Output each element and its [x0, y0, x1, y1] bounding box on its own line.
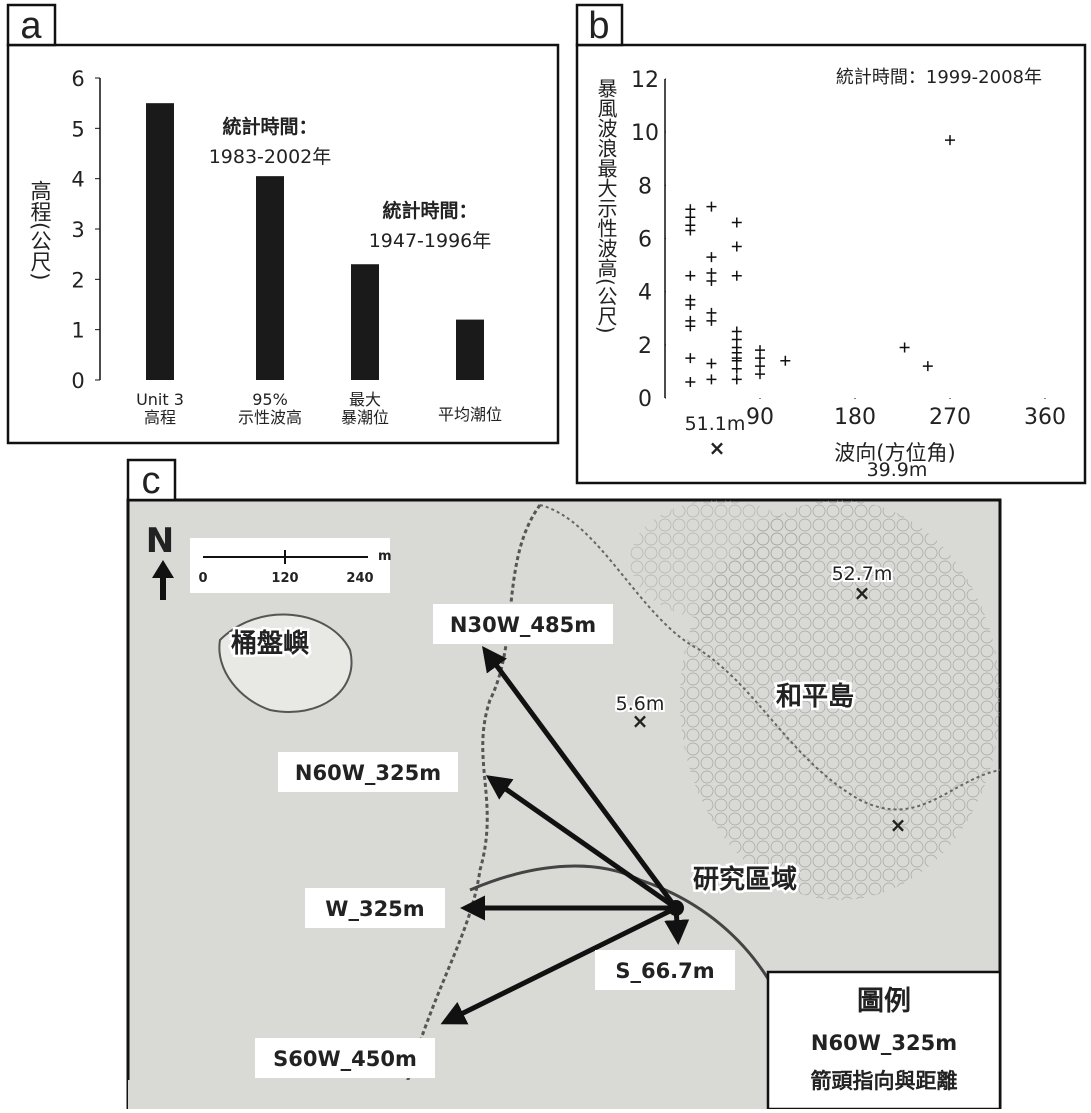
y-tick-label: 0: [71, 369, 84, 393]
y-tick-label: 1: [71, 319, 84, 343]
island-label: 桶盤嶼: [231, 628, 309, 659]
y-tick-label: 12: [631, 68, 659, 93]
y-tick-label: 2: [71, 268, 84, 292]
point: [732, 241, 742, 251]
figure: a 高程(公尺) b 暴風波浪最大示性波高(公尺) 統計時間：1999-2008…: [0, 0, 1091, 1109]
x-mark: ×: [709, 436, 726, 460]
scale-label: 120: [271, 571, 298, 586]
y-tick-label: 5: [71, 117, 84, 141]
point: [732, 271, 742, 281]
elevation: 39.9m: [867, 459, 928, 481]
legend-text: 箭頭指向與距離: [811, 1069, 958, 1093]
legend-title: 圖例: [857, 986, 911, 1017]
arrow-label: N60W_325m: [295, 761, 441, 785]
x-tick-label: 95%: [252, 390, 288, 409]
annotation: 統計時間：: [222, 115, 317, 138]
point: [706, 252, 716, 262]
annotation: 統計時間：: [382, 199, 477, 222]
x-tick-label: 暴潮位: [341, 408, 389, 427]
y-tick-label: 4: [638, 281, 652, 306]
x-tick-label: 高程: [144, 408, 176, 427]
annotation: 1983-2002年: [209, 146, 332, 168]
point: [685, 271, 695, 281]
bar: [256, 176, 284, 380]
site-label: 研究區域: [693, 864, 797, 895]
x-tick-label: Unit 3: [136, 390, 184, 409]
point: [780, 356, 790, 366]
elevation: 51.1m: [685, 413, 746, 435]
y-axis-label: 高程(公尺): [28, 180, 52, 280]
point: [732, 364, 742, 374]
y-tick-label: 4: [71, 168, 84, 192]
island-label: 和平島: [776, 682, 854, 712]
y-tick-label: 3: [71, 218, 84, 242]
point: [685, 353, 695, 363]
bar: [456, 320, 484, 380]
x-tick-label: 180: [834, 405, 876, 430]
chart-title: 統計時間：1999-2008年: [836, 67, 1042, 88]
scale-label: 0: [198, 571, 207, 586]
point: [706, 202, 716, 212]
x-tick-label: 360: [1024, 405, 1066, 430]
annotation: 1947-1996年: [369, 230, 492, 252]
x-tick-label: 示性波高: [238, 408, 302, 427]
y-tick-label: 0: [638, 387, 652, 412]
x-mark: ×: [854, 581, 871, 605]
y-tick-label: 10: [631, 121, 659, 146]
panel-label: a: [20, 5, 42, 47]
arrow-label: S60W_450m: [273, 1047, 417, 1071]
arrow-label: S_66.7m: [615, 959, 714, 983]
arrow-label: W_325m: [325, 897, 424, 921]
x-mark: ×: [890, 813, 907, 837]
x-tick-label: 最大: [349, 390, 381, 409]
north-label: N: [146, 521, 174, 561]
y-tick-label: 6: [638, 228, 652, 253]
point: [923, 361, 933, 371]
y-axis-label: 暴風波浪最大示性波高(公尺): [594, 78, 618, 334]
point: [685, 321, 695, 331]
point: [685, 226, 695, 236]
panel-label: b: [588, 5, 609, 47]
panel-label: c: [142, 460, 161, 502]
island-contours: [630, 500, 810, 620]
x-mark: ×: [632, 709, 649, 733]
page: a 高程(公尺) b 暴風波浪最大示性波高(公尺) 統計時間：1999-2008…: [0, 0, 1091, 1109]
point: [706, 276, 716, 286]
point: [706, 358, 716, 368]
point: [732, 218, 742, 228]
y-tick-label: 6: [71, 67, 84, 91]
y-tick-label: 2: [638, 334, 652, 359]
x-tick-label: 270: [929, 405, 971, 430]
x-tick-label: 平均潮位: [438, 405, 502, 424]
point: [706, 316, 716, 326]
arrow-label: N30W_485m: [450, 613, 596, 637]
site-marker: [668, 900, 684, 916]
point: [900, 342, 910, 352]
legend-example: N60W_325m: [811, 1031, 957, 1055]
point: [685, 300, 695, 310]
bar: [146, 103, 174, 380]
point: [945, 135, 955, 145]
scale-label: 240: [346, 571, 373, 586]
x-tick-label: 90: [746, 405, 774, 430]
scale-unit: m: [378, 549, 392, 564]
point: [685, 377, 695, 387]
point: [706, 374, 716, 384]
map: N 0 120 240 m 桶盤嶼 和平島 52.7m 5.6m 51.1m 3…: [128, 413, 1000, 1109]
panel-frame: [577, 45, 1085, 483]
bar: [351, 264, 379, 380]
point: [732, 374, 742, 384]
point: [755, 369, 765, 379]
y-tick-label: 8: [638, 174, 652, 199]
